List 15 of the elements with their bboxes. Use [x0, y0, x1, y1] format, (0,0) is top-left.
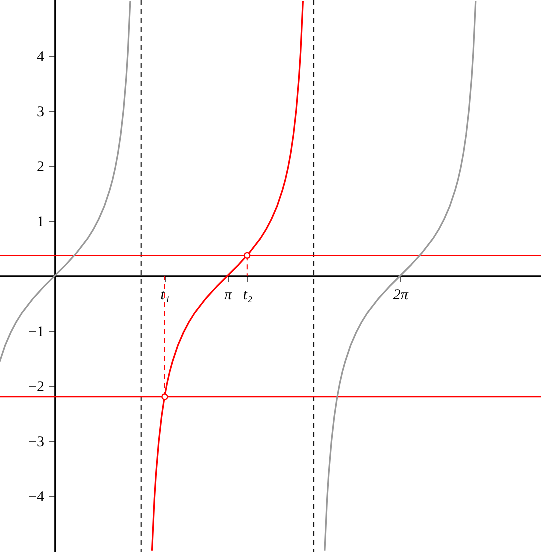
x-tick-label: t₁: [160, 288, 170, 304]
x-tick-label: π: [224, 288, 232, 304]
line-series: [0, 0, 132, 363]
y-tick-label: −2: [28, 379, 44, 396]
y-tick-label: −4: [28, 489, 45, 506]
x-tick-label: 2π: [393, 288, 409, 304]
y-tick-label: 1: [36, 214, 44, 231]
y-tick-label: −3: [28, 434, 44, 450]
y-tick-label: 4: [36, 50, 45, 66]
y-tick-label: 3: [36, 104, 44, 121]
x-tick-label: t₂: [243, 288, 253, 304]
y-tick-label: 2: [36, 160, 44, 176]
line-series: [324, 0, 477, 552]
line-series: [151, 0, 304, 552]
y-tick-label: −1: [28, 324, 44, 340]
